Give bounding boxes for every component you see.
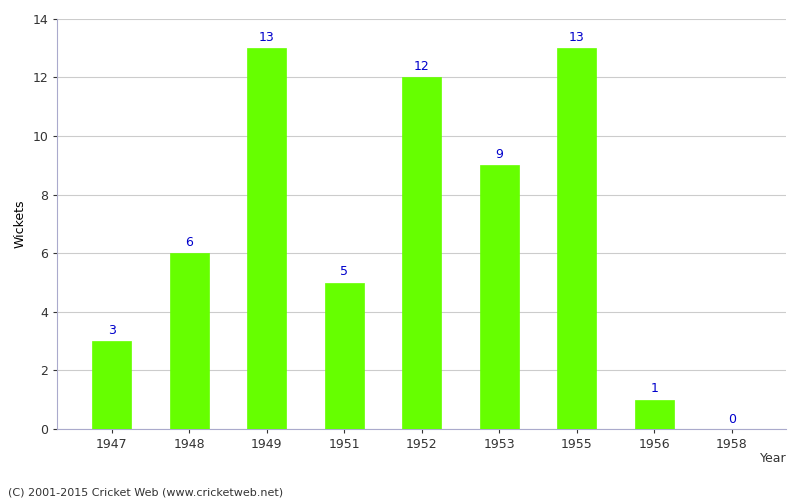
Text: (C) 2001-2015 Cricket Web (www.cricketweb.net): (C) 2001-2015 Cricket Web (www.cricketwe…	[8, 488, 283, 498]
Text: 9: 9	[495, 148, 503, 161]
Bar	[558, 48, 596, 429]
Bar	[325, 282, 363, 429]
Bar	[480, 166, 518, 429]
Bar	[170, 254, 209, 429]
Text: 5: 5	[340, 265, 348, 278]
Bar	[635, 400, 674, 429]
Bar	[247, 48, 286, 429]
Text: 6: 6	[186, 236, 193, 249]
Text: 3: 3	[108, 324, 115, 337]
Text: 12: 12	[414, 60, 430, 73]
Bar	[402, 78, 441, 429]
Bar	[92, 341, 131, 429]
Text: 13: 13	[569, 31, 585, 44]
Y-axis label: Wickets: Wickets	[14, 200, 27, 248]
Text: 0: 0	[728, 413, 736, 426]
Text: Year: Year	[759, 452, 786, 464]
Text: 1: 1	[650, 382, 658, 396]
Text: 13: 13	[258, 31, 274, 44]
